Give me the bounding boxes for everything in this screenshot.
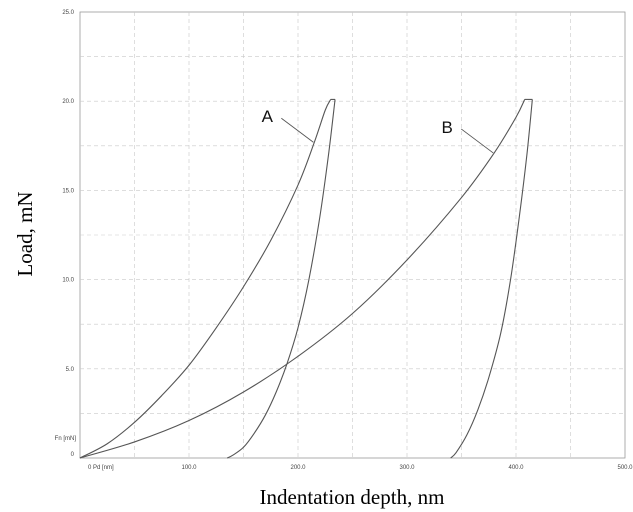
y-axis-title: Load, mN bbox=[13, 191, 37, 276]
grid bbox=[80, 12, 625, 458]
x-tick-label: 300.0 bbox=[399, 465, 415, 471]
curve-a-loading bbox=[79, 99, 332, 459]
curve-labels: AB bbox=[262, 107, 494, 154]
x-origin-label: 0 Pd [nm] bbox=[88, 465, 114, 471]
label-a: A bbox=[262, 107, 274, 126]
y-tick-label: 20.0 bbox=[62, 99, 74, 105]
y-origin-label: 0 bbox=[71, 452, 75, 458]
x-tick-label: 400.0 bbox=[508, 465, 524, 471]
x-axis-title: Indentation depth, nm bbox=[260, 485, 445, 509]
y-unit-label: Fn [mN] bbox=[55, 436, 77, 442]
tick-labels: 100.0 200.0 300.0 400.0 500.0 0 Pd [nm] 5.0 10.… bbox=[55, 10, 633, 471]
label-a-leader bbox=[281, 117, 314, 143]
y-tick-label: 5.0 bbox=[66, 367, 75, 373]
y-tick-label: 10.0 bbox=[62, 278, 74, 284]
label-b-leader bbox=[460, 128, 494, 154]
curve-b-unloading bbox=[450, 99, 533, 459]
x-tick-label: 100.0 bbox=[181, 465, 197, 471]
label-b: B bbox=[442, 118, 453, 137]
y-tick-label: 15.0 bbox=[62, 188, 74, 194]
x-tick-label: 200.0 bbox=[290, 465, 306, 471]
curve-a-unloading bbox=[226, 99, 336, 459]
x-tick-label: 500.0 bbox=[617, 465, 633, 471]
curve-b-loading bbox=[79, 99, 526, 459]
data-series bbox=[79, 98, 533, 459]
y-tick-label: 25.0 bbox=[62, 10, 74, 16]
